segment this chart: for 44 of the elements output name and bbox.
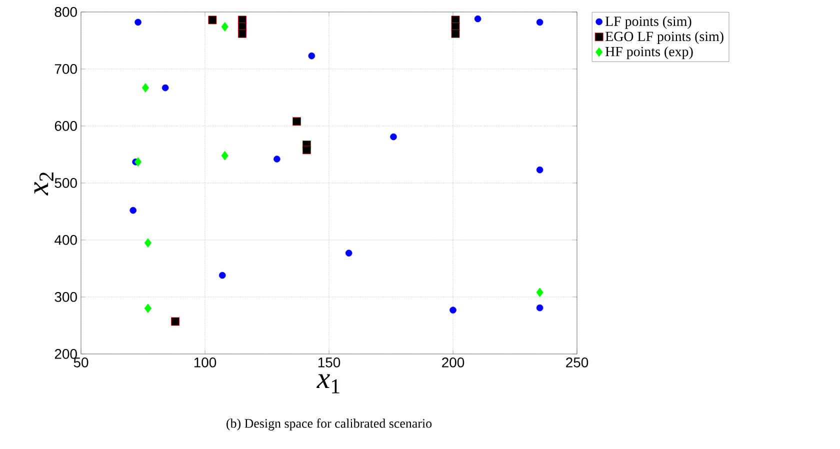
point [536,304,544,312]
point [274,156,280,162]
y-tick-label: 500 [54,178,77,188]
text: (b) Design space for calibrated scenario [226,418,432,430]
point [142,83,150,92]
x-axis-title: x$_{1}$ [316,374,340,394]
y-tick-label: 800 [54,7,77,17]
point [302,146,311,154]
point [134,157,142,167]
point [474,15,482,22]
point [345,250,352,256]
y-tick-label: 700 [54,64,77,74]
point [130,206,136,214]
point [221,150,228,160]
point [390,133,397,140]
y-tick-label: 300 [54,292,77,302]
x-tick-label: 100 [194,357,216,368]
legend-label: HF points (exp) [605,46,693,60]
x-tick-label: 250 [566,357,588,368]
point [171,317,180,326]
x-tick-label: 150 [318,357,340,368]
point [292,117,301,126]
y-axis-title: x$_{2}$ [34,172,54,196]
point [221,22,228,32]
y-tick-label: 200 [54,349,77,359]
point [536,166,544,174]
point [144,238,152,248]
point [536,288,544,298]
legend-label: EGO LF points (sim) [605,31,724,44]
point [308,52,316,60]
point [208,16,217,24]
point [450,306,456,314]
point [238,29,246,38]
legend-label: LF points (sim) [605,16,692,29]
x-tick-label: 200 [442,357,464,368]
point [218,272,226,279]
x-tick-label: 50 [74,357,88,368]
point [451,29,460,38]
point [144,304,152,314]
point [536,18,544,26]
point [162,84,169,92]
y-tick-label: 600 [54,121,77,131]
y-tick-label: 400 [54,235,77,245]
point [134,18,142,26]
